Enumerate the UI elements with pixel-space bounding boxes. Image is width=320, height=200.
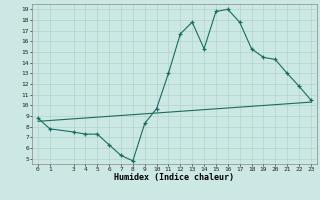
X-axis label: Humidex (Indice chaleur): Humidex (Indice chaleur) (115, 173, 234, 182)
